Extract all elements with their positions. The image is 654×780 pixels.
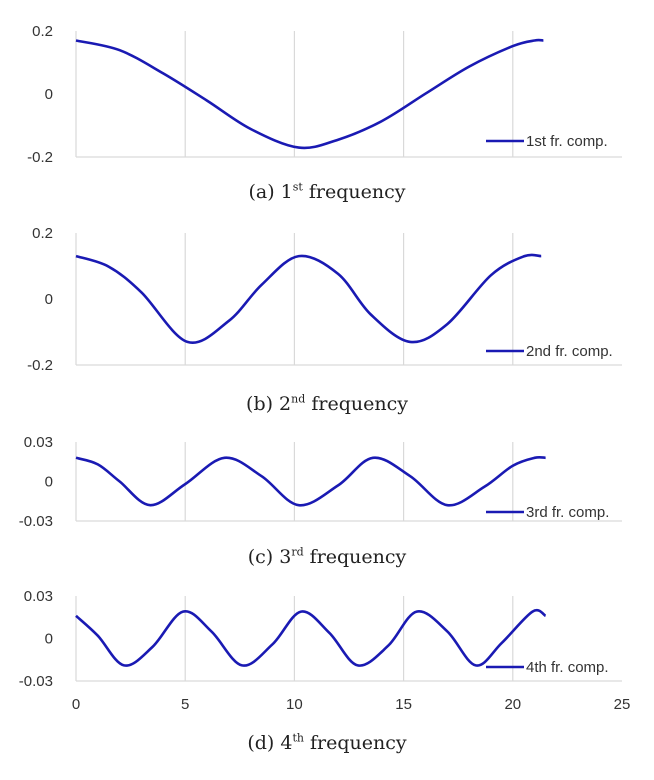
series-line bbox=[75, 608, 547, 667]
y-tick-label: -0.03 bbox=[19, 673, 53, 690]
x-tick-label: 0 bbox=[72, 696, 80, 713]
y-tick-label: 0.03 bbox=[24, 588, 53, 605]
caption-c: (c) 3rd frequency bbox=[247, 545, 407, 568]
x-tick-label: 25 bbox=[614, 696, 631, 713]
series-line bbox=[75, 253, 542, 345]
series-line bbox=[75, 38, 544, 150]
caption-d: (d) 4th frequency bbox=[247, 731, 407, 754]
legend-label: 1st fr. comp. bbox=[526, 133, 608, 150]
y-tick-label: 0 bbox=[45, 86, 53, 103]
panel-a: 0.2 0 -0.2 1st fr. comp. bbox=[27, 23, 622, 166]
x-tick-label: 15 bbox=[395, 696, 412, 713]
x-tick-label: 10 bbox=[286, 696, 303, 713]
caption-a: (a) 1st frequency bbox=[248, 180, 406, 203]
y-tick-label: 0.03 bbox=[24, 434, 53, 451]
panel-c: 0.03 0 -0.03 3rd fr. comp. bbox=[19, 434, 622, 530]
y-tick-label: -0.03 bbox=[19, 513, 53, 530]
panel-d: 0.03 0 -0.03 0 5 10 15 20 25 4th fr. comp. bbox=[19, 588, 631, 713]
y-tick-label: 0 bbox=[45, 474, 53, 491]
panel-b: 0.2 0 -0.2 2nd fr. comp. bbox=[27, 225, 622, 374]
y-tick-label: 0.2 bbox=[32, 225, 53, 242]
legend-label: 3rd fr. comp. bbox=[526, 504, 609, 521]
y-tick-label: -0.2 bbox=[27, 357, 53, 374]
y-tick-label: 0 bbox=[45, 631, 53, 648]
legend-label: 4th fr. comp. bbox=[526, 659, 609, 676]
legend-label: 2nd fr. comp. bbox=[526, 343, 613, 360]
x-tick-label: 20 bbox=[504, 696, 521, 713]
y-tick-label: -0.2 bbox=[27, 149, 53, 166]
y-tick-label: 0.2 bbox=[32, 23, 53, 40]
y-tick-label: 0 bbox=[45, 291, 53, 308]
caption-b: (b) 2nd frequency bbox=[246, 392, 408, 415]
x-tick-label: 5 bbox=[181, 696, 189, 713]
series-line bbox=[75, 455, 546, 507]
